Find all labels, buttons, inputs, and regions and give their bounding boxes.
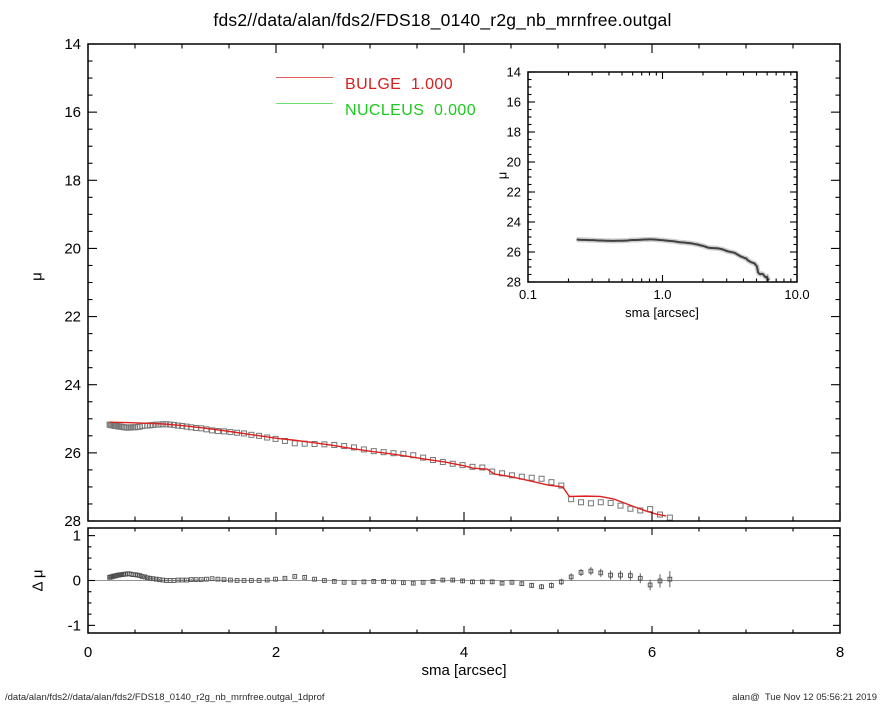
inset-x-axis-label: sma [arcsec] (625, 305, 699, 320)
svg-text:26: 26 (507, 244, 521, 259)
inset-y-axis-label: μ (494, 171, 510, 180)
legend-nucleus-label: NUCLEUS (345, 102, 425, 119)
footer-file-path: /data/alan/fds2//data/alan/fds2/FDS18_01… (5, 692, 325, 703)
svg-text:1.0: 1.0 (653, 287, 671, 302)
main-y-axis-label: μ (28, 272, 46, 281)
svg-text:28: 28 (64, 513, 81, 530)
legend-nucleus-line-sample (276, 103, 333, 104)
svg-text:16: 16 (507, 94, 521, 109)
svg-text:14: 14 (507, 64, 521, 79)
svg-text:18: 18 (507, 124, 521, 139)
svg-text:24: 24 (507, 214, 521, 229)
svg-text:26: 26 (64, 445, 81, 462)
svg-text:22: 22 (507, 184, 521, 199)
svg-text:16: 16 (64, 104, 81, 121)
svg-text:20: 20 (64, 241, 81, 258)
svg-text:8: 8 (836, 644, 844, 661)
svg-text:-1: -1 (68, 617, 81, 634)
legend-bulge-line-sample (276, 77, 333, 78)
svg-text:2: 2 (272, 644, 280, 661)
svg-text:24: 24 (64, 377, 81, 394)
svg-text:18: 18 (64, 172, 81, 189)
page-title: fds2//data/alan/fds2/FDS18_0140_r2g_nb_m… (213, 10, 672, 30)
residual-y-axis-label: Δ μ (29, 569, 47, 592)
svg-text:0.1: 0.1 (519, 287, 537, 302)
legend-nucleus-entry: NUCLEUS 0.000 (345, 102, 476, 120)
legend-bulge-value: 1.000 (410, 76, 453, 93)
legend-bulge-label: BULGE (345, 76, 402, 93)
svg-text:28: 28 (507, 274, 521, 289)
svg-text:22: 22 (64, 309, 81, 326)
svg-text:4: 4 (460, 644, 468, 661)
svg-text:6: 6 (648, 644, 656, 661)
legend-nucleus-value: 0.000 (433, 102, 477, 119)
bottom-x-axis-label: sma [arcsec] (421, 662, 507, 679)
svg-text:0: 0 (84, 644, 92, 661)
legend-bulge-entry: BULGE 1.000 (345, 76, 453, 94)
footer-user-timestamp: alan@ Tue Nov 12 05:56:21 2019 (732, 692, 877, 703)
svg-text:1: 1 (73, 528, 81, 545)
svg-text:0: 0 (73, 573, 81, 590)
svg-text:14: 14 (64, 36, 81, 53)
svg-text:20: 20 (507, 154, 521, 169)
svg-text:10.0: 10.0 (784, 287, 809, 302)
